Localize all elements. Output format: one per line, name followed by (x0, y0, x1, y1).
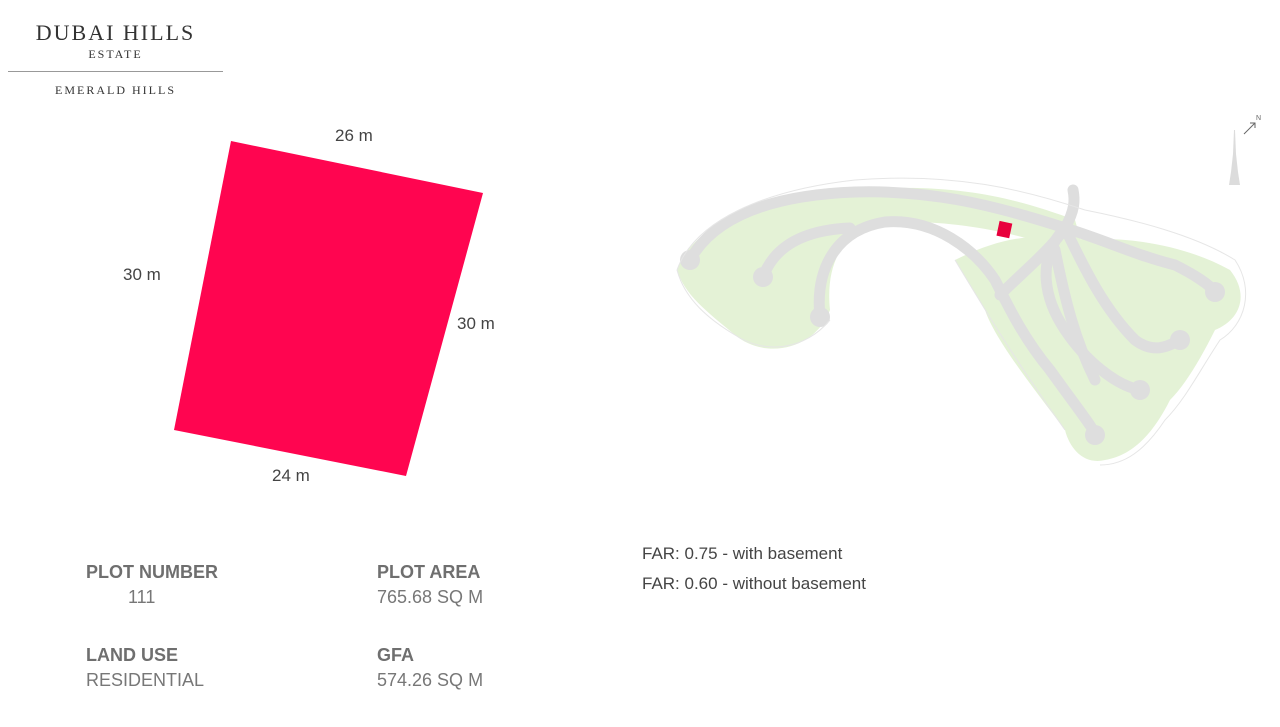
site-green-areas (677, 187, 1241, 461)
brand-subtitle: ESTATE (88, 47, 143, 61)
plot-area-value: 765.68 SQ M (377, 587, 484, 607)
site-plot-outlines (676, 177, 1247, 466)
community-name: EMERALD HILLS (55, 83, 176, 97)
plot-top-dimension: 26 m (335, 126, 373, 145)
brand-logo: DUBAI HILLS ESTATE EMERALD HILLS (8, 20, 223, 97)
north-arrow-icon (1243, 122, 1256, 135)
far-with-basement: FAR: 0.75 - with basement (642, 544, 843, 563)
gfa-value: 574.26 SQ M (377, 670, 484, 690)
land-use-value: RESIDENTIAL (86, 670, 205, 690)
brand-title: DUBAI HILLS (35, 20, 196, 45)
plot-polygon (174, 141, 483, 476)
site-cul-de-sacs (680, 250, 1225, 445)
plot-shape (174, 141, 483, 476)
north-indicator: N (1229, 115, 1261, 185)
gfa-label: GFA (377, 645, 415, 665)
far-without-basement: FAR: 0.60 - without basement (642, 574, 866, 593)
plot-number-value: 111 (128, 587, 156, 607)
brand-divider (8, 71, 223, 72)
land-use-label: LAND USE (86, 645, 179, 665)
plot-bottom-dimension: 24 m (272, 466, 310, 485)
plot-area-label: PLOT AREA (377, 562, 481, 582)
plot-right-dimension: 30 m (457, 314, 495, 333)
plot-number-label: PLOT NUMBER (86, 562, 218, 582)
north-label: N (1256, 115, 1261, 122)
highlighted-plot-marker (996, 220, 1013, 239)
site-map (676, 177, 1247, 466)
tower-icon (1229, 130, 1240, 185)
plot-left-dimension: 30 m (123, 265, 161, 284)
